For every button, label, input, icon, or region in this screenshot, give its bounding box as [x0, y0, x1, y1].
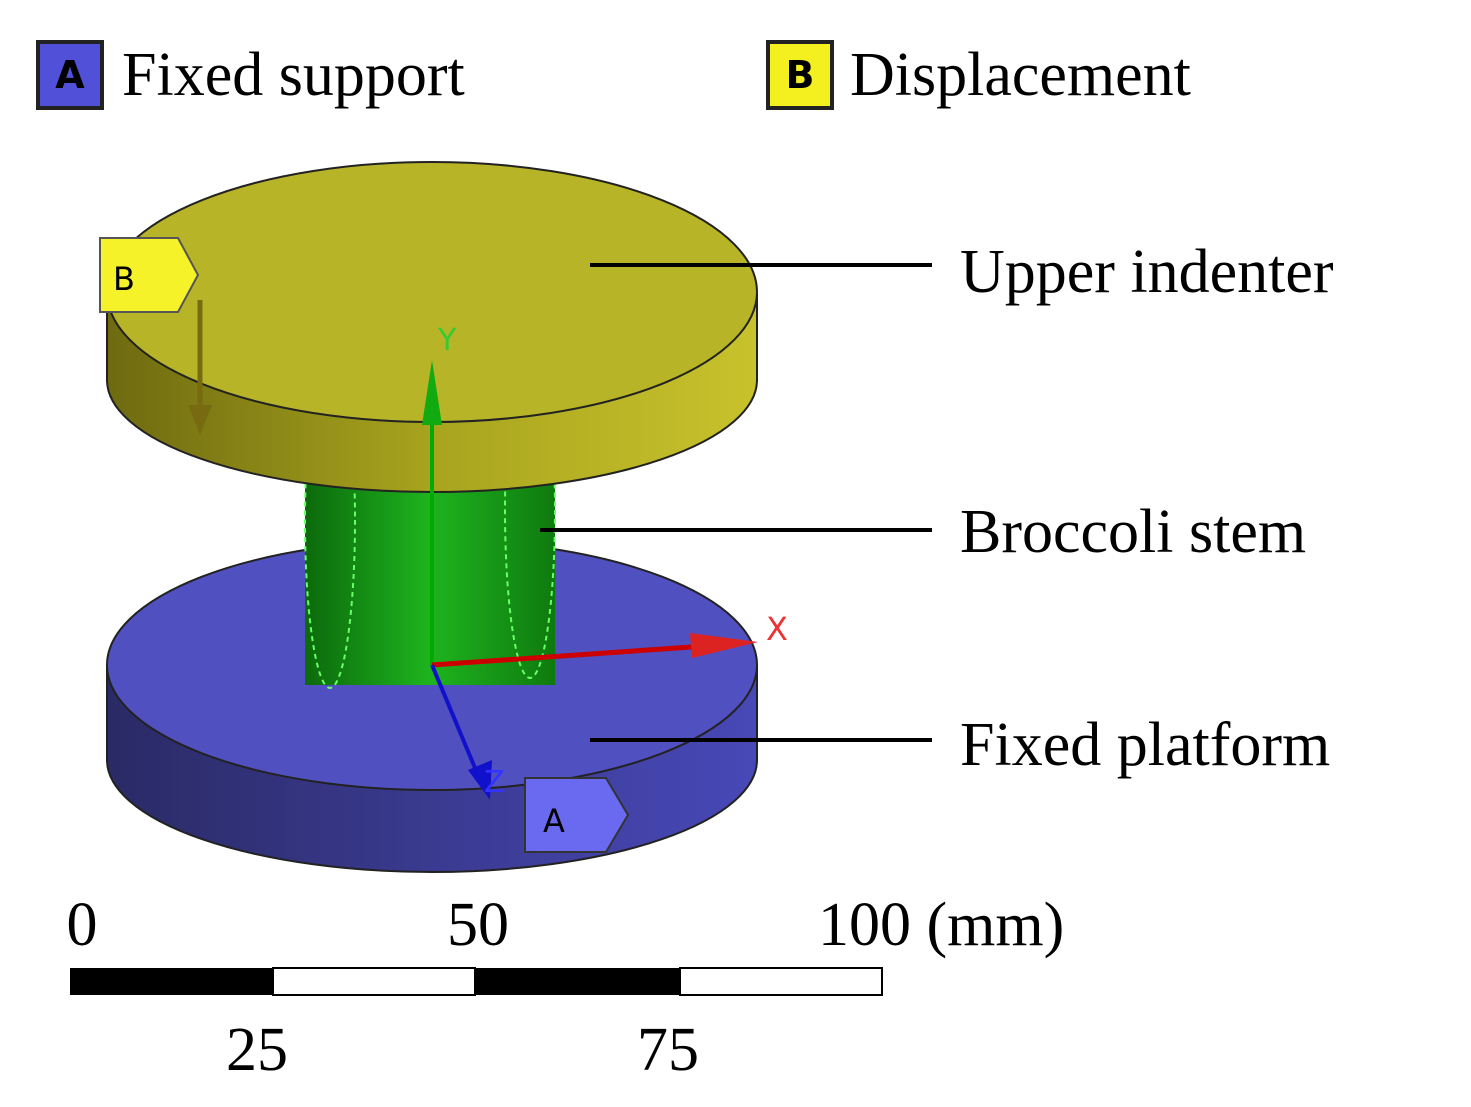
legend-badge — [766, 40, 834, 110]
part-label: Upper indenter — [960, 238, 1334, 306]
legend-key: B — [786, 53, 815, 97]
tag-label: B — [113, 260, 135, 298]
axis-label: Y — [437, 323, 457, 358]
legend-badge — [36, 40, 104, 110]
displacement-arrowhead — [188, 405, 212, 435]
scale-label: 100 (mm) — [818, 891, 1064, 959]
tag — [524, 777, 630, 853]
z-axis — [430, 664, 482, 781]
tag-label: A — [543, 802, 565, 840]
legend-label: Fixed support — [122, 41, 465, 109]
x-arrow — [690, 633, 758, 658]
y-arrow — [422, 360, 442, 425]
scale-label: 50 — [447, 891, 509, 959]
legend-key: A — [55, 53, 85, 97]
stem-outline — [304, 351, 356, 689]
axis-label: X — [766, 610, 788, 648]
z-arrow — [468, 760, 492, 800]
scale-label: 0 — [67, 891, 98, 959]
scale-segment — [679, 967, 883, 996]
legend-label: Displacement — [850, 41, 1191, 109]
scale-label: 75 — [637, 1016, 699, 1084]
scale-segment — [475, 968, 680, 995]
part-label: Fixed platform — [960, 711, 1330, 779]
scale-segment — [70, 968, 273, 995]
tag — [99, 237, 200, 313]
axis-label: Z — [484, 765, 505, 800]
scale-label: 25 — [226, 1016, 288, 1084]
part-label: Broccoli stem — [960, 498, 1306, 566]
x-axis — [431, 642, 721, 668]
stem-outline — [504, 341, 556, 679]
scale-segment — [272, 967, 476, 996]
